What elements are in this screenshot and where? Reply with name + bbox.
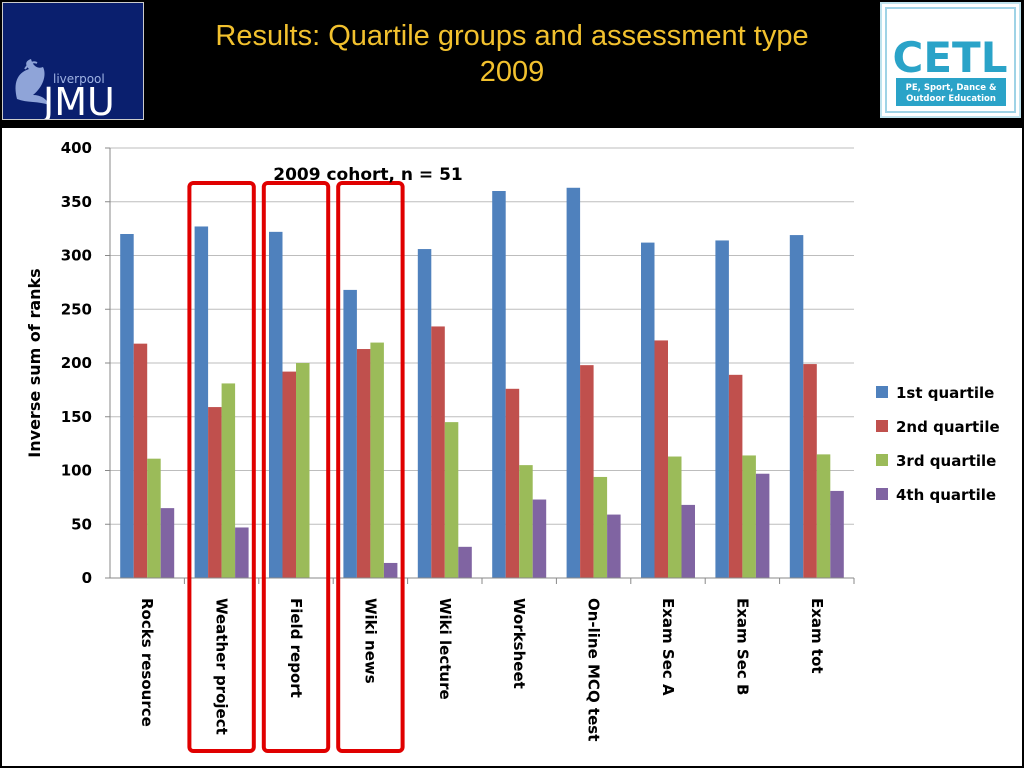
legend-label: 3rd quartile [896, 452, 996, 470]
bar-3-10 [816, 454, 831, 578]
bar-2-4 [356, 349, 371, 578]
bar-3-7 [593, 476, 608, 578]
x-tick-label: Rocks resource [138, 598, 156, 727]
bar-2-9 [728, 374, 743, 578]
bar-4-8 [681, 504, 695, 578]
slide-title-line2: 2009 [479, 56, 545, 88]
y-tick-label: 300 [61, 247, 92, 265]
y-tick-label: 0 [82, 569, 92, 587]
cetl-logo-graphic: CETL PE, Sport, Dance & Outdoor Educatio… [885, 7, 1016, 113]
bar-1-9 [715, 240, 729, 578]
chart-axes: 0 50 100 150 200 250 300 350 400 Rocks resource We… [61, 139, 855, 741]
bar-2-1 [133, 343, 148, 578]
slide-header: liverpool JMU Results: Quartile groups a… [0, 0, 1024, 126]
bar-4-1 [160, 508, 175, 578]
bar-4-5 [458, 546, 472, 578]
bar-1-10 [789, 235, 804, 578]
bar-3-3 [296, 363, 310, 578]
y-tick-label: 400 [61, 139, 92, 157]
bar-2-8 [654, 340, 668, 578]
x-tick-label: Worksheet [510, 598, 528, 689]
bar-1-5 [417, 249, 432, 579]
bar-3-4 [370, 342, 384, 578]
bar-1-1 [120, 234, 134, 578]
chart-area: 0 50 100 150 200 250 300 350 400 Rocks resource We… [2, 128, 1022, 766]
bar-1-4 [343, 289, 357, 578]
bar-1-7 [566, 187, 581, 578]
chart-legend: 1st quartile 2nd quartile 3rd quartile 4th … [876, 384, 1000, 504]
bar-1-2 [194, 226, 209, 578]
bar-3-9 [742, 455, 756, 578]
x-tick-label: Wiki news [361, 598, 379, 684]
bar-2-7 [580, 365, 594, 578]
x-tick-label: Exam Sec A [659, 598, 677, 696]
bar-3-8 [668, 456, 682, 578]
x-tick-label: Exam tot [808, 598, 826, 674]
slide-title: Results: Quartile groups and assessment … [150, 18, 874, 90]
bar-3-5 [444, 422, 459, 578]
bar-2-3 [282, 371, 296, 578]
slide-title-line1: Results: Quartile groups and assessment … [215, 20, 809, 52]
bar-1-3 [269, 231, 283, 578]
bar-4-6 [532, 499, 547, 578]
bar-3-6 [519, 465, 533, 578]
y-tick-label: 250 [61, 300, 92, 318]
bar-4-10 [830, 490, 844, 578]
cetl-logo-big-text: CETL [893, 33, 1008, 82]
highlight-box [336, 181, 405, 753]
y-tick-label: 150 [61, 408, 92, 426]
bar-4-7 [607, 514, 621, 578]
jmu-logo-small-text: liverpool [53, 72, 105, 86]
cetl-logo: CETL PE, Sport, Dance & Outdoor Educatio… [880, 2, 1021, 118]
chart-highlight-boxes [187, 181, 405, 753]
bar-1-8 [641, 242, 655, 578]
bar-2-5 [431, 326, 445, 578]
bar-chart: 0 50 100 150 200 250 300 350 400 Rocks resource We… [25, 139, 1000, 753]
jmu-logo-big-text: JMU [41, 80, 115, 119]
liver-bird-icon: liverpool JMU [15, 59, 115, 124]
x-tick-label: Weather project [213, 598, 231, 735]
chart-title: 2009 cohort, n = 51 [273, 165, 463, 185]
bar-1-6 [492, 191, 506, 578]
cetl-logo-line1: PE, Sport, Dance & [906, 83, 997, 93]
highlight-box [187, 181, 256, 753]
legend-swatch [876, 488, 888, 500]
bar-2-10 [803, 364, 817, 578]
legend-label: 1st quartile [896, 384, 994, 402]
bar-4-4 [383, 562, 398, 578]
cetl-logo-line2: Outdoor Education [906, 94, 996, 104]
legend-swatch [876, 386, 888, 398]
liverpool-jmu-logo: liverpool JMU [2, 2, 144, 124]
bar-4-2 [235, 527, 249, 578]
legend-label: 4th quartile [896, 486, 996, 504]
x-tick-label: Field report [287, 598, 305, 698]
y-tick-label: 50 [71, 515, 92, 533]
bar-3-2 [221, 383, 236, 578]
x-tick-label: Exam Sec B [733, 598, 751, 695]
chart-bars [120, 187, 844, 579]
y-axis-label: Inverse sum of ranks [25, 268, 44, 457]
bar-2-2 [208, 407, 222, 578]
legend-swatch [876, 454, 888, 466]
highlight-box [261, 181, 331, 753]
x-tick-label: On-line MCQ test [585, 598, 603, 741]
bar-2-6 [505, 388, 520, 578]
bar-3-1 [147, 458, 161, 578]
y-tick-label: 100 [61, 462, 92, 480]
y-tick-label: 200 [61, 354, 92, 372]
legend-swatch [876, 420, 888, 432]
bar-4-9 [755, 473, 770, 578]
x-tick-label: Wiki lecture [436, 598, 454, 700]
legend-label: 2nd quartile [896, 418, 1000, 436]
y-tick-label: 350 [61, 193, 92, 211]
